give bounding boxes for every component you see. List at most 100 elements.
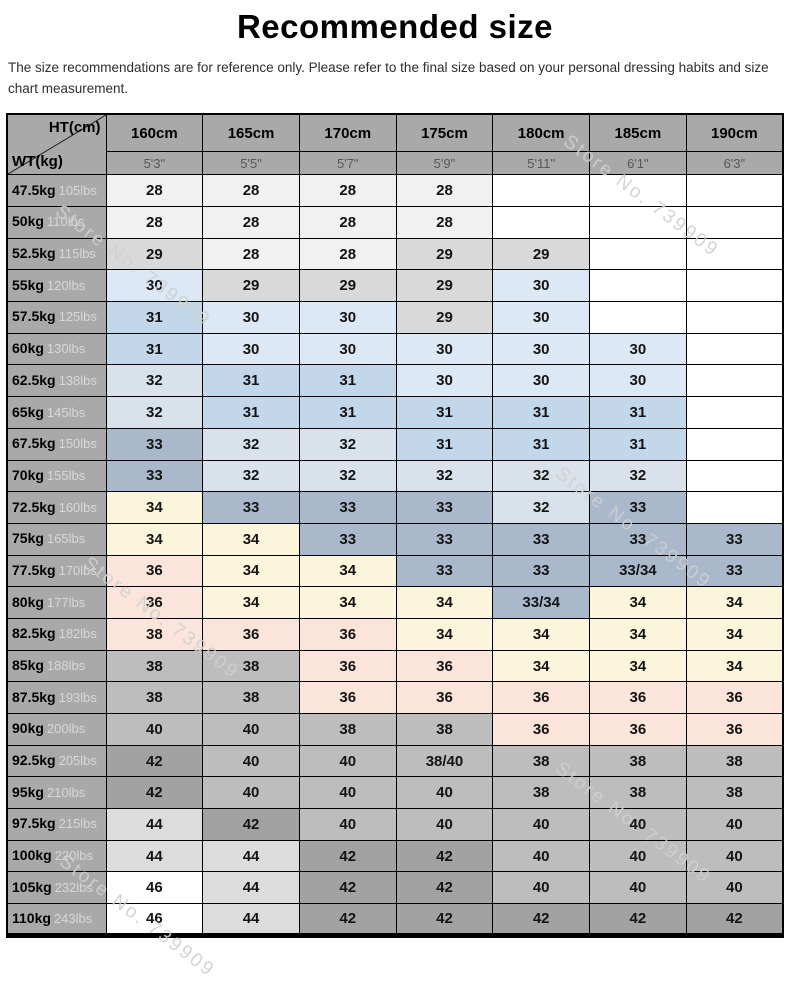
size-cell: 44: [202, 871, 300, 905]
weight-kg: 90kg: [12, 720, 44, 737]
table-row: 65kg 145lbs 32 31 31 31 31 31: [6, 396, 784, 429]
size-cell: 28: [202, 174, 300, 208]
size-cell: 40: [589, 839, 687, 873]
size-cell: 30: [202, 332, 300, 366]
size-cell: 38: [105, 617, 204, 651]
size-cell: [589, 206, 687, 239]
size-cell: [685, 174, 784, 208]
weight-row-label: 65kg 145lbs: [6, 396, 107, 429]
size-cell: 36: [298, 681, 397, 715]
size-cell: 42: [298, 903, 397, 936]
size-cell: 29: [298, 269, 397, 303]
size-cell: 40: [105, 713, 204, 746]
height-cm-header: 190cm: [685, 113, 784, 153]
table-row: 72.5kg 160lbs 34 33 33 33 32 33: [6, 491, 784, 524]
size-cell: 34: [492, 617, 591, 651]
weight-kg: 97.5kg: [12, 815, 56, 832]
size-cell: 42: [105, 776, 204, 810]
size-cell: 32: [202, 459, 300, 493]
table-row: 90kg 200lbs 40 40 38 38 36 36 36: [6, 713, 784, 746]
size-cell: 38: [105, 681, 204, 715]
size-cell: 32: [492, 459, 591, 493]
weight-kg: 60kg: [12, 340, 44, 357]
size-cell: 30: [202, 301, 300, 334]
size-cell: 28: [105, 174, 204, 208]
height-inch-header: 5'9": [395, 151, 494, 176]
size-cell: 34: [202, 554, 300, 588]
weight-kg: 52.5kg: [12, 245, 56, 262]
weight-kg: 72.5kg: [12, 498, 56, 515]
size-cell: 38: [105, 649, 204, 683]
size-cell: 31: [589, 396, 687, 429]
size-cell: 31: [492, 427, 591, 461]
height-cm-header: 185cm: [589, 113, 687, 153]
size-cell: 28: [395, 174, 494, 208]
size-cell: 40: [685, 808, 784, 841]
size-cell: 36: [298, 649, 397, 683]
weight-row-label: 67.5kg 150lbs: [6, 427, 107, 461]
height-inch-header: 5'3": [105, 151, 204, 176]
size-cell: 30: [589, 364, 687, 398]
weight-kg: 87.5kg: [12, 688, 56, 705]
size-cell: 36: [685, 713, 784, 746]
height-cm-header: 160cm: [105, 113, 204, 153]
size-cell: 34: [298, 554, 397, 588]
size-cell: 33: [298, 522, 397, 556]
height-inch-header: 5'11": [492, 151, 591, 176]
size-cell: 31: [395, 427, 494, 461]
weight-lbs: 145lbs: [46, 404, 86, 420]
size-cell: 33/34: [589, 554, 687, 588]
size-cell: 40: [589, 871, 687, 905]
size-cell: 42: [298, 839, 397, 873]
table-row: 52.5kg 115lbs 29 28 28 29 29: [6, 237, 784, 271]
weight-row-label: 70kg 155lbs: [6, 459, 107, 493]
weight-lbs: 115lbs: [58, 246, 96, 262]
size-cell: 42: [589, 903, 687, 936]
size-cell: [685, 491, 784, 524]
size-cell: 30: [492, 332, 591, 366]
size-cell: 33: [298, 491, 397, 524]
size-cell: 28: [202, 206, 300, 239]
size-cell: 36: [395, 681, 494, 715]
size-cell: 34: [395, 586, 494, 619]
table-row: 55kg 120lbs 30 29 29 29 30: [6, 269, 784, 303]
size-cell: 38: [202, 649, 300, 683]
size-cell: 31: [589, 427, 687, 461]
table-row: 67.5kg 150lbs 33 32 32 31 31 31: [6, 427, 784, 461]
size-cell: 33: [395, 491, 494, 524]
weight-kg: 92.5kg: [12, 752, 56, 769]
size-cell: [685, 396, 784, 429]
size-cell: 38: [589, 776, 687, 810]
size-cell: [685, 301, 784, 334]
height-cm-header: 180cm: [492, 113, 591, 153]
size-cell: 34: [492, 649, 591, 683]
size-cell: 42: [395, 871, 494, 905]
size-cell: 30: [589, 332, 687, 366]
table-row: 105kg 232lbs 46 44 42 42 40 40 40: [6, 871, 784, 905]
size-cell: 36: [492, 713, 591, 746]
weight-lbs: 193lbs: [58, 689, 97, 705]
size-cell: 29: [395, 301, 494, 334]
size-cell: 32: [492, 491, 591, 524]
size-cell: 31: [105, 332, 204, 366]
size-cell: 33: [492, 522, 591, 556]
size-cell: 42: [395, 903, 494, 936]
size-cell: 32: [298, 427, 397, 461]
size-cell: 34: [589, 617, 687, 651]
size-cell: 30: [105, 269, 204, 303]
size-cell: 46: [105, 871, 204, 905]
size-cell: 33: [202, 491, 300, 524]
size-cell: [492, 206, 591, 239]
weight-lbs: 105lbs: [58, 182, 97, 198]
weight-lbs: 188lbs: [46, 658, 86, 673]
size-cell: 34: [589, 586, 687, 619]
size-cell: 28: [298, 174, 397, 208]
size-cell: 29: [105, 237, 204, 271]
size-cell: 36: [492, 681, 591, 715]
size-cell: 44: [105, 808, 204, 841]
size-cell: 38: [395, 713, 494, 746]
height-axis-label: HT(cm): [48, 118, 101, 136]
size-cell: 29: [202, 269, 300, 303]
weight-row-label: 105kg 232lbs: [6, 871, 107, 905]
size-cell: 34: [395, 617, 494, 651]
